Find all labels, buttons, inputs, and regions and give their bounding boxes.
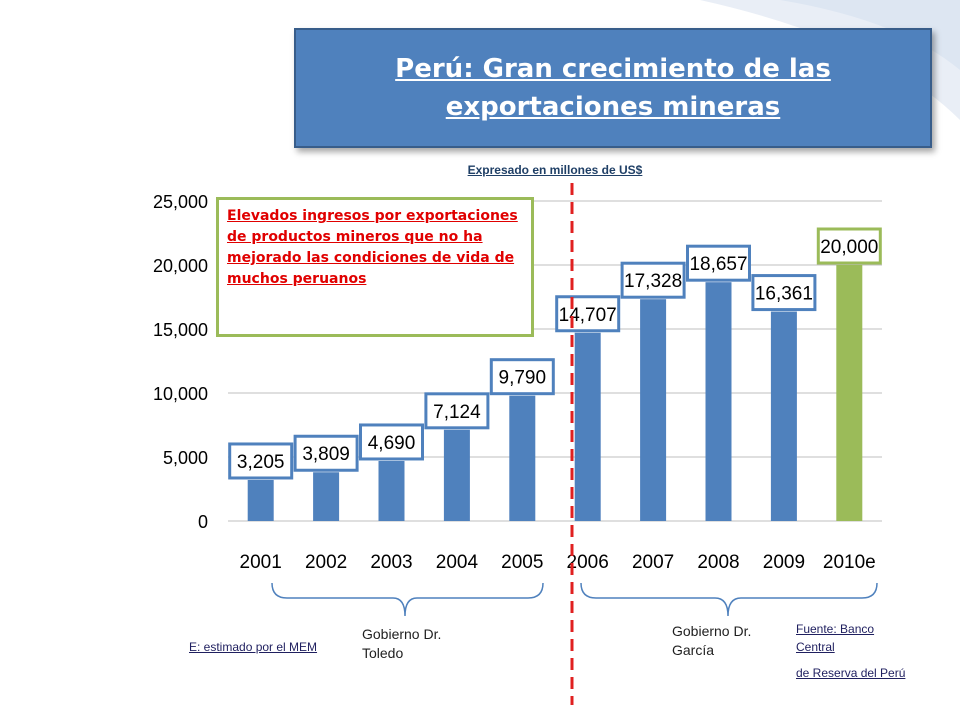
y-tick-label: 5,000 [163,448,208,468]
x-tick-label: 2002 [305,552,347,573]
title-banner: Perú: Gran crecimiento de las exportacio… [294,28,932,148]
data-label: 9,790 [499,368,547,389]
x-tick-label: 2009 [763,552,805,573]
data-label-box [424,392,490,430]
x-tick-label: 2005 [501,552,543,573]
y-tick-label: 20,000 [153,256,208,276]
annotation-text: Elevados ingresos por exportaciones de p… [227,208,518,287]
chart-subtitle: Expresado en millones de US$ [467,163,643,177]
y-tick-label: 10,000 [153,384,208,404]
x-tick-label: 2010e [823,552,876,573]
source-footnote-line2: de Reserva del Perú [796,666,906,680]
data-label-box [555,295,621,333]
data-label: 3,809 [302,444,350,465]
bar [836,265,863,521]
data-label: 18,657 [689,254,747,275]
group-label-garcia: Gobierno Dr. García [672,623,752,658]
x-tick-label: 2008 [697,552,739,573]
data-label: 16,361 [755,284,813,305]
data-label-box [359,423,424,461]
bar [247,479,274,521]
y-axis-ticks: 0 5,000 10,000 15,000 20,000 25,000 [153,192,208,532]
x-axis-ticks: 2001 2002 2003 2004 2005 2006 2007 2008 2009 2010… [240,552,876,573]
y-tick-label: 0 [198,512,208,532]
data-label-box [816,227,882,265]
data-label-box [751,274,817,312]
source-footnote-line1: Fuente: Banco Central [796,622,875,654]
bar [770,311,797,521]
estimate-footnote: E: estimado por el MEM [189,640,318,654]
bars [247,265,863,521]
toledo-brace [271,582,544,617]
data-label-box [293,434,359,472]
bar [574,332,601,521]
garcia-brace [580,582,878,617]
x-tick-label: 2001 [240,552,282,573]
data-label-box [686,244,751,282]
y-tick-label: 15,000 [153,320,208,340]
bar [640,299,667,521]
group-label-toledo: Gobierno Dr. Toledo [362,626,442,661]
x-tick-label: 2006 [567,552,609,573]
x-tick-label: 2003 [370,552,412,573]
data-label: 17,328 [624,271,682,292]
data-label-box [228,442,294,480]
bar [313,472,340,521]
bar [443,429,470,521]
data-label-box [620,261,686,299]
data-label: 14,707 [559,305,617,326]
x-tick-label: 2004 [436,552,479,573]
x-tick-label: 2007 [632,552,674,573]
annotation-box: Elevados ingresos por exportaciones de p… [216,197,534,337]
bar [509,395,536,521]
data-label: 7,124 [433,402,481,423]
bar [378,460,405,521]
data-label: 3,205 [237,452,285,473]
y-tick-label: 25,000 [153,192,208,212]
bar [705,282,732,521]
page-title: Perú: Gran crecimiento de las exportacio… [395,54,831,122]
data-label: 20,000 [820,237,878,258]
data-label-box [489,358,555,396]
data-label: 4,690 [368,433,416,454]
